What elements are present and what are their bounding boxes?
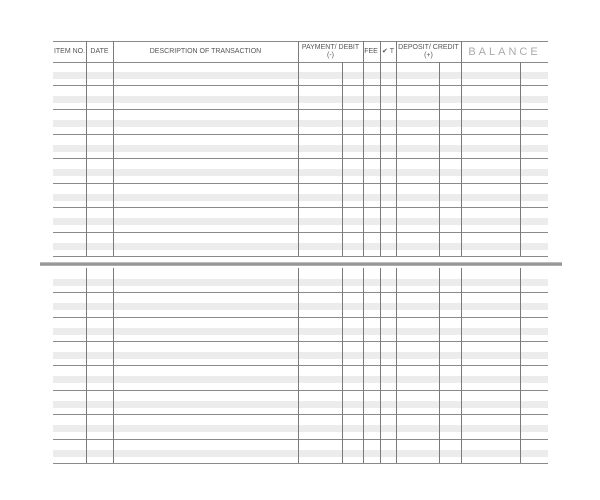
row-shading	[53, 145, 548, 152]
row-shading	[53, 303, 548, 310]
row-line	[53, 232, 548, 233]
column-divider	[461, 41, 462, 256]
header-description: DESCRIPTION OF TRANSACTION	[149, 48, 262, 55]
row-line	[53, 341, 548, 342]
row-line	[53, 158, 548, 159]
column-divider	[396, 41, 397, 256]
column-divider	[298, 268, 299, 463]
column-divider	[380, 41, 381, 256]
row-line	[53, 183, 548, 184]
row-line	[53, 439, 548, 440]
row-shading	[53, 352, 548, 359]
row-line	[53, 317, 548, 318]
row-line	[53, 109, 548, 110]
column-divider	[396, 268, 397, 463]
header-fee: FEE	[364, 48, 378, 55]
row-shading	[53, 401, 548, 408]
row-line	[53, 365, 548, 366]
column-divider	[86, 268, 87, 463]
header-date: DATE	[90, 48, 109, 55]
column-divider	[298, 41, 299, 256]
row-shading	[53, 169, 548, 176]
row-line	[53, 256, 548, 257]
header-check: ✔ T	[382, 48, 394, 55]
header-payment: PAYMENT/ DEBIT (-)	[301, 44, 360, 59]
row-line	[53, 414, 548, 415]
row-line	[53, 207, 548, 208]
row-shading	[53, 243, 548, 250]
column-divider	[86, 41, 87, 256]
row-shading	[53, 218, 548, 225]
row-shading	[53, 120, 548, 127]
row-shading	[53, 450, 548, 457]
column-divider	[461, 268, 462, 463]
row-shading	[53, 376, 548, 383]
header-top-line	[53, 41, 548, 42]
row-shading	[53, 425, 548, 432]
header-item-no: ITEM NO.	[53, 48, 86, 55]
header-balance: BALANCE	[468, 46, 541, 58]
row-shading	[53, 328, 548, 335]
column-divider	[113, 41, 114, 256]
column-divider	[363, 268, 364, 463]
row-shading	[53, 279, 548, 286]
row-line	[53, 390, 548, 391]
row-line	[53, 134, 548, 135]
cents-divider	[520, 268, 521, 463]
cents-divider	[342, 62, 343, 256]
column-divider	[113, 268, 114, 463]
row-shading	[53, 72, 548, 79]
header-bottom-line	[53, 62, 548, 63]
row-line	[53, 463, 548, 464]
row-shading	[53, 194, 548, 201]
row-line	[53, 292, 548, 293]
cents-divider	[342, 268, 343, 463]
header-deposit: DEPOSIT/ CREDIT (+)	[398, 44, 459, 59]
cents-divider	[520, 62, 521, 256]
row-line	[53, 85, 548, 86]
cents-divider	[439, 268, 440, 463]
column-divider	[363, 41, 364, 256]
column-divider	[380, 268, 381, 463]
cents-divider	[439, 62, 440, 256]
page-fold	[40, 262, 562, 266]
row-shading	[53, 96, 548, 103]
